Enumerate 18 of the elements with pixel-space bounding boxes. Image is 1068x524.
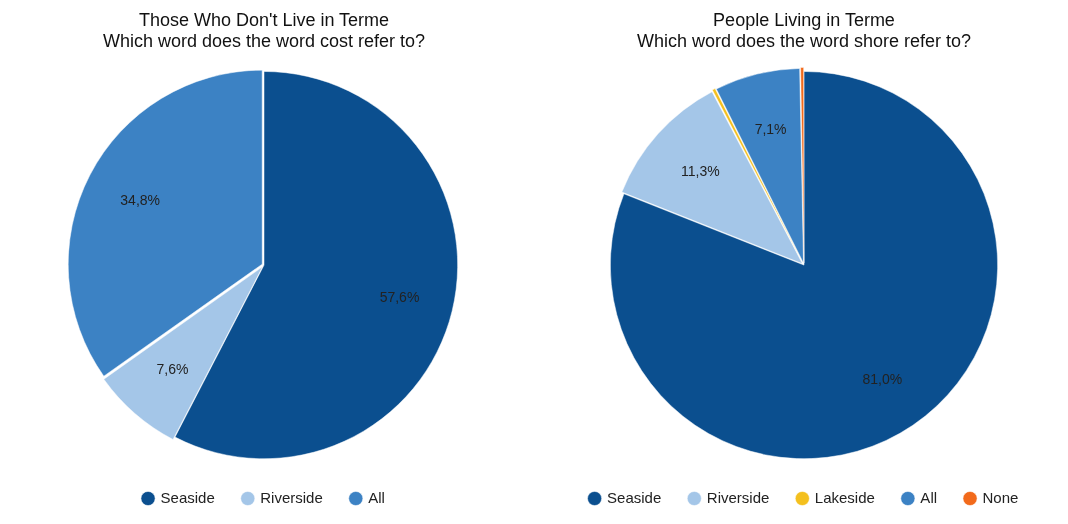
chart-title: People Living in Terme (713, 9, 895, 30)
chart-title: Those Who Don't Live in Terme (138, 9, 390, 30)
data-label: 57,6% (379, 288, 420, 305)
data-label: 34,8% (120, 191, 161, 208)
data-label: 81,0% (862, 371, 903, 388)
data-label: 7,6% (156, 361, 189, 378)
legend-label: Lakeside (814, 488, 875, 506)
legend-label: All (920, 488, 938, 506)
legend-label: All (368, 488, 385, 506)
legend-label: None (982, 488, 1019, 506)
chart-subtitle: Which word does the word cost refer to? (102, 31, 426, 52)
legend-label: Seaside (607, 488, 662, 506)
legend-label: Riverside (706, 488, 770, 506)
legend-label: Seaside (160, 488, 215, 506)
data-label: 7,1% (754, 120, 787, 137)
data-label: 11,3% (680, 162, 720, 179)
chart-subtitle: Which word does the word shore refer to? (636, 31, 972, 52)
legend-label: Riverside (260, 488, 323, 506)
